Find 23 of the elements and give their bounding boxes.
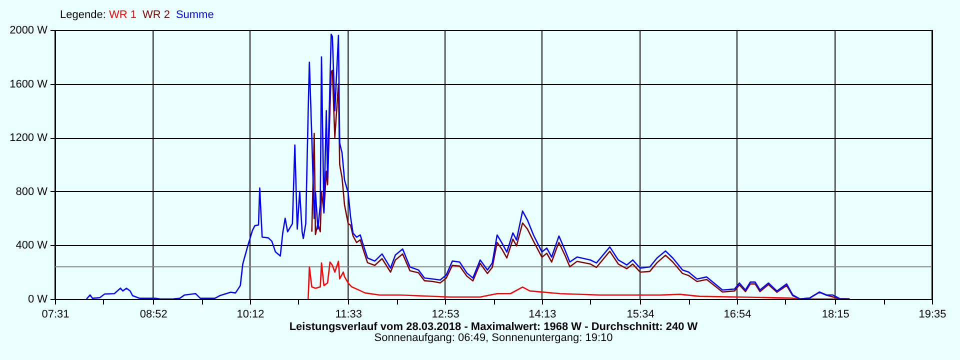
text: WR 1 [108,9,136,21]
x-tick-label: 15:34 [626,308,654,320]
x-tick-label: 08:52 [140,308,168,320]
x-tick-label: 16:54 [724,308,752,320]
x-tick-label: 14:13 [528,308,556,320]
y-tick-label: 0 W [28,294,48,306]
line-series [86,34,850,299]
y-tick-label: 1600 W [10,78,48,90]
legend-title: Legende: [60,9,107,21]
text: WR 2 [142,9,170,21]
y-tick-label: 800 W [16,186,48,198]
x-tick-label: 10:12 [236,308,264,320]
text: Summe [176,9,214,21]
x-tick-label: 12:53 [432,308,460,320]
text: Leistungsverlauf vom 28.03.2018 - Maximalwert: 1968 W - Durchschnitt: 240 W [289,321,698,333]
y-tick-label: 2000 W [10,24,48,36]
x-tick-label: 07:31 [42,308,70,320]
y-tick-label: 400 W [16,240,48,252]
x-tick-label: 18:15 [822,308,850,320]
x-tick-label: 19:35 [918,308,946,320]
text: Sonnenaufgang: 06:49, Sonnenuntergang: 19:10 [374,332,613,344]
y-tick-label: 1200 W [10,132,48,144]
x-tick-label: 11:33 [335,308,362,320]
